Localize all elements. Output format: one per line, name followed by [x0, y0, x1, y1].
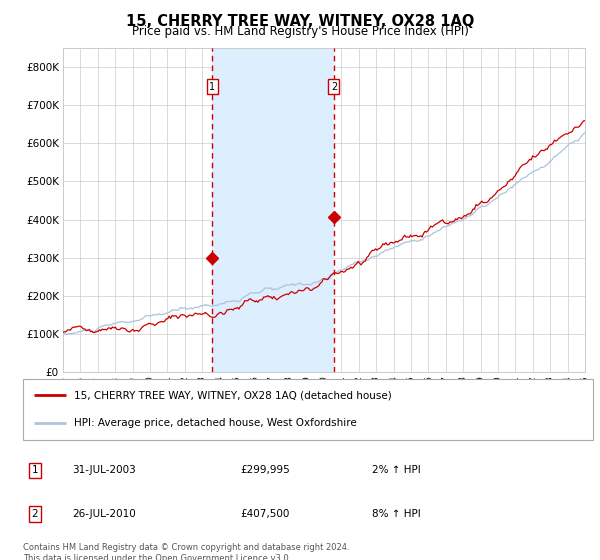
Text: HPI: Average price, detached house, West Oxfordshire: HPI: Average price, detached house, West…: [74, 418, 357, 428]
Text: 8% ↑ HPI: 8% ↑ HPI: [372, 509, 421, 519]
Text: 2: 2: [31, 509, 38, 519]
Text: 26-JUL-2010: 26-JUL-2010: [72, 509, 136, 519]
FancyBboxPatch shape: [23, 379, 593, 440]
Text: £299,995: £299,995: [240, 465, 290, 475]
Text: Price paid vs. HM Land Registry's House Price Index (HPI): Price paid vs. HM Land Registry's House …: [131, 25, 469, 38]
Text: 2% ↑ HPI: 2% ↑ HPI: [372, 465, 421, 475]
Text: £407,500: £407,500: [240, 509, 289, 519]
Text: Contains HM Land Registry data © Crown copyright and database right 2024.
This d: Contains HM Land Registry data © Crown c…: [23, 543, 349, 560]
Text: 31-JUL-2003: 31-JUL-2003: [72, 465, 136, 475]
Text: 1: 1: [31, 465, 38, 475]
Text: 2: 2: [331, 82, 337, 92]
Text: 15, CHERRY TREE WAY, WITNEY, OX28 1AQ: 15, CHERRY TREE WAY, WITNEY, OX28 1AQ: [126, 14, 474, 29]
Bar: [212, 48, 334, 372]
Text: 15, CHERRY TREE WAY, WITNEY, OX28 1AQ (detached house): 15, CHERRY TREE WAY, WITNEY, OX28 1AQ (d…: [74, 390, 392, 400]
Text: 1: 1: [209, 82, 215, 92]
